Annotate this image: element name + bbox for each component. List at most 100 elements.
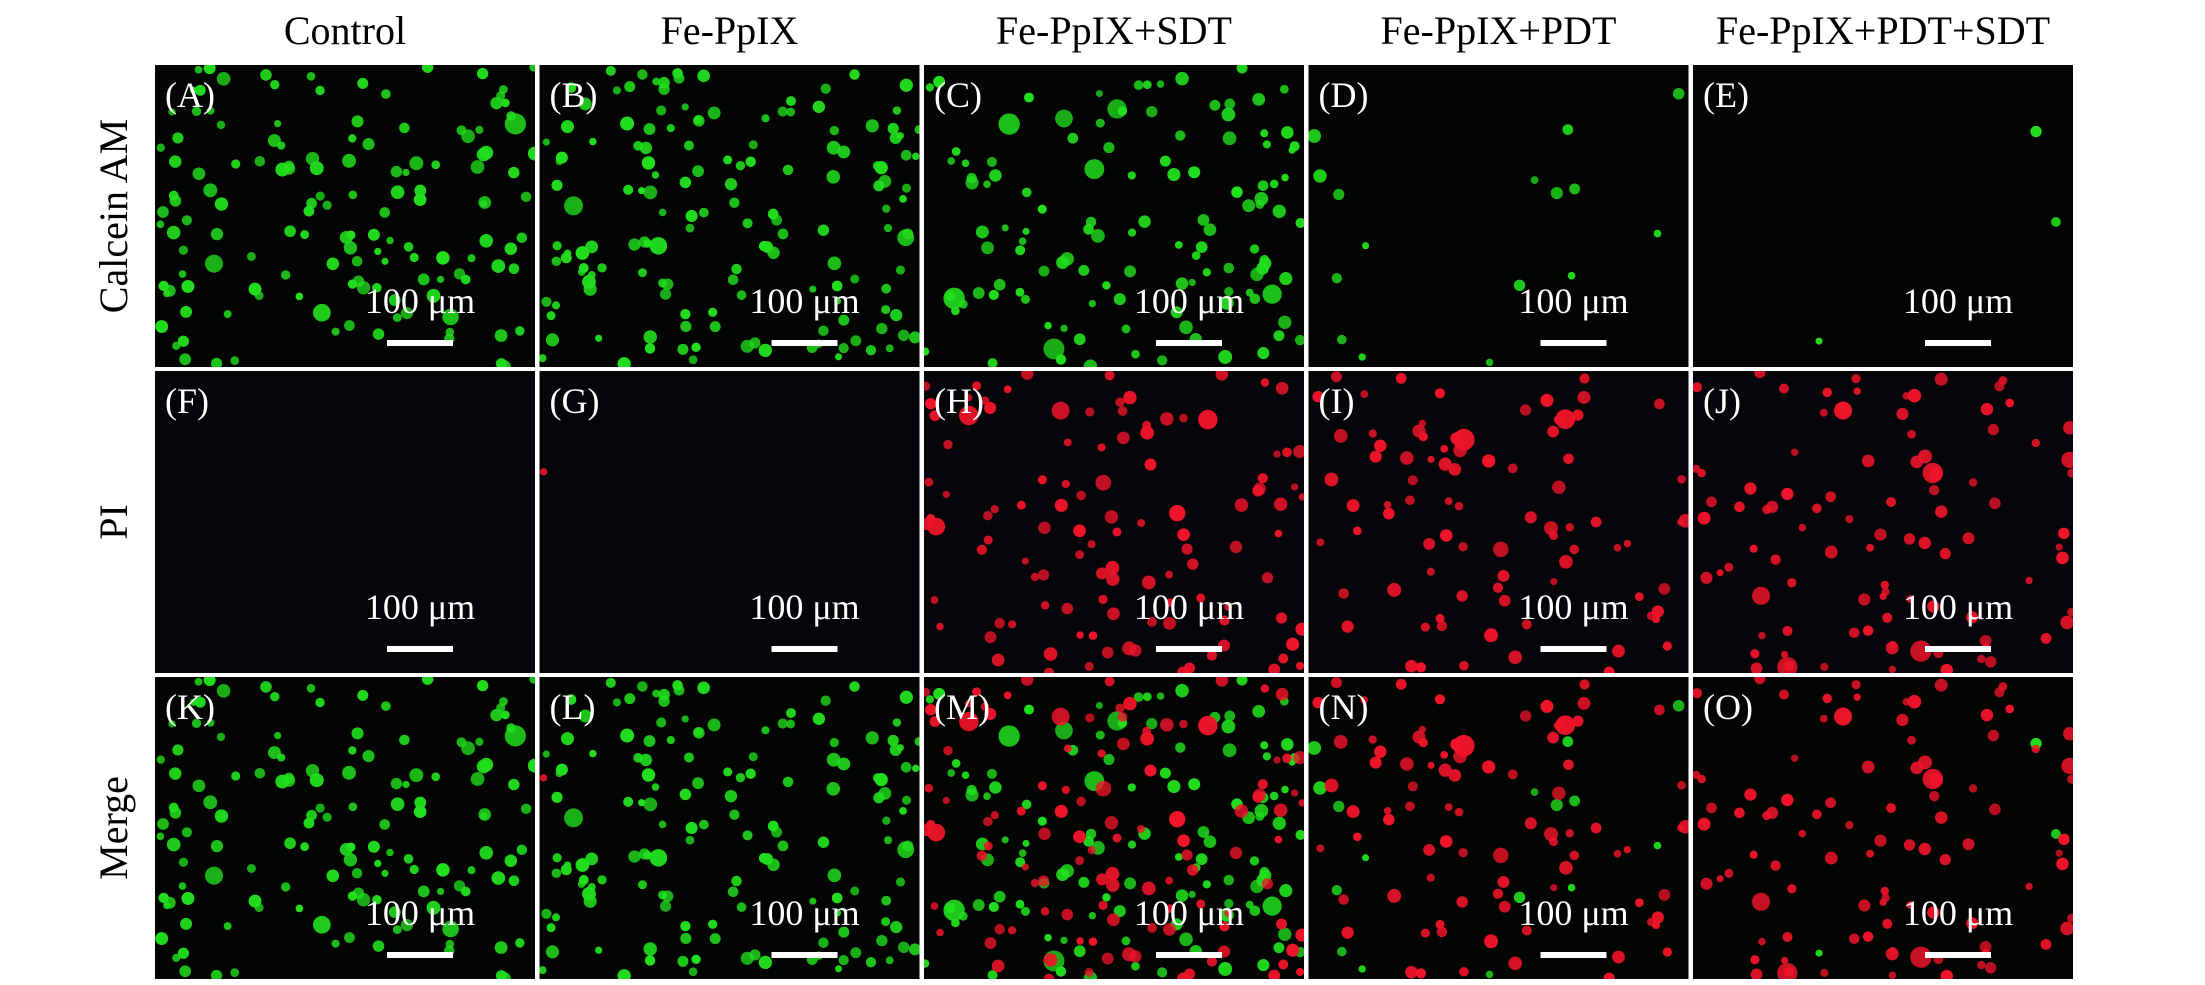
- cell: [1790, 448, 1799, 456]
- cell: [169, 767, 182, 780]
- cell: [1289, 141, 1300, 152]
- cell: [204, 866, 224, 885]
- cell: [1249, 244, 1260, 254]
- cell: [1672, 699, 1685, 712]
- cell: [1752, 892, 1771, 911]
- cells: [539, 65, 920, 367]
- cell: [1156, 692, 1165, 700]
- cell: [1084, 159, 1105, 179]
- cell: [1018, 849, 1027, 858]
- cell: [166, 225, 181, 240]
- cell: [1040, 907, 1050, 916]
- cell: [1084, 967, 1094, 977]
- cell: [303, 817, 315, 829]
- cell: [1037, 569, 1050, 581]
- cell: [1521, 925, 1532, 936]
- cell: [1024, 92, 1034, 103]
- cell: [659, 288, 672, 300]
- cell: [1221, 107, 1236, 122]
- cell: [1482, 760, 1496, 774]
- cell: [1163, 617, 1176, 630]
- cell: [1179, 320, 1193, 335]
- cell: [2040, 938, 2052, 950]
- cell: [1104, 677, 1115, 687]
- cell: [1337, 334, 1347, 345]
- cell: [1658, 888, 1671, 901]
- cell: [1137, 518, 1146, 527]
- cell: [1849, 627, 1860, 638]
- panel-label: (M): [934, 687, 990, 727]
- cell: [1886, 803, 1896, 813]
- cell: [735, 772, 746, 783]
- cell: [1129, 644, 1142, 657]
- cell: [1250, 879, 1264, 894]
- cell: [1308, 741, 1322, 755]
- cell: [563, 249, 572, 257]
- cell: [883, 836, 893, 845]
- cell: [475, 125, 484, 134]
- cell: [342, 153, 356, 168]
- cell: [685, 223, 695, 233]
- cell: [1316, 844, 1325, 853]
- scale-bar: [1925, 340, 1991, 346]
- cell: [158, 892, 169, 904]
- cell: [1716, 875, 1724, 883]
- cell: [476, 679, 489, 692]
- cell: [1257, 779, 1268, 790]
- cell: [1175, 277, 1189, 290]
- cell: [1144, 458, 1157, 471]
- cell: [1278, 315, 1292, 329]
- cell: [315, 85, 325, 96]
- cell: [1142, 80, 1152, 90]
- cell: [1980, 708, 1994, 722]
- cell: [724, 177, 738, 191]
- cell: [390, 797, 405, 812]
- cell: [1513, 891, 1526, 904]
- cell: [445, 327, 455, 337]
- cell: [1043, 647, 1058, 661]
- cell: [1083, 359, 1098, 367]
- cell: [1858, 593, 1871, 606]
- cell: [2051, 217, 2061, 227]
- cell: [835, 353, 843, 361]
- cell: [1073, 524, 1086, 538]
- cell: [1281, 785, 1289, 794]
- cell: [189, 698, 198, 706]
- cell: [1195, 241, 1208, 253]
- cell: [924, 381, 931, 391]
- cell: [1369, 450, 1382, 463]
- cell: [1383, 813, 1395, 826]
- panel-background: [155, 65, 535, 367]
- cell: [1268, 663, 1281, 673]
- cell: [1021, 799, 1032, 810]
- cell: [933, 75, 946, 88]
- micrograph-panel: (C) 100 μm: [924, 65, 1304, 367]
- cell: [1824, 545, 1838, 559]
- cell: [1781, 956, 1789, 965]
- cell: [1021, 863, 1029, 871]
- cell: [479, 757, 494, 772]
- cell: [156, 832, 165, 841]
- cell: [351, 115, 364, 128]
- cell: [156, 220, 165, 229]
- cell: [1858, 899, 1871, 912]
- cell: [495, 970, 507, 979]
- cell: [897, 329, 910, 342]
- cell: [390, 777, 403, 790]
- cell: [1112, 833, 1122, 843]
- cell: [691, 342, 701, 353]
- scale-bar: [1540, 340, 1607, 346]
- cell: [1175, 889, 1189, 902]
- cell: [849, 681, 860, 692]
- cell: [1188, 166, 1201, 179]
- cell: [1083, 835, 1094, 847]
- cell: [372, 328, 385, 340]
- cell: [991, 959, 1005, 973]
- cell: [1980, 402, 1994, 416]
- cell: [506, 111, 516, 121]
- cell: [1169, 810, 1186, 828]
- cell: [1219, 921, 1230, 932]
- cell: [216, 120, 226, 130]
- cell: [172, 341, 181, 350]
- cell: [685, 209, 698, 222]
